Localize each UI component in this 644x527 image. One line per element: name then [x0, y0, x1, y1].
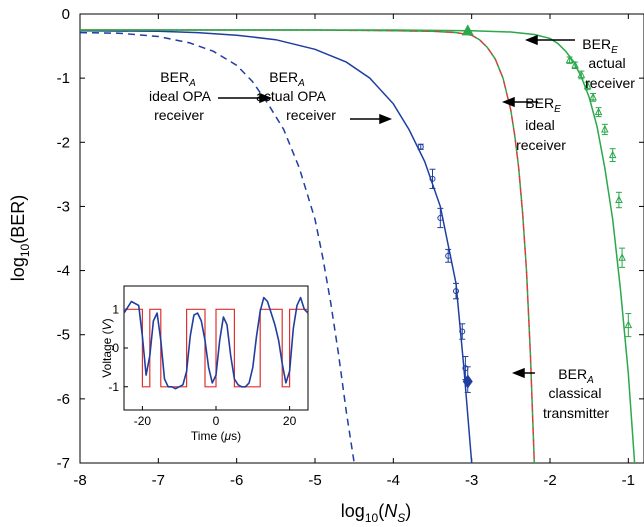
svg-text:transmitter: transmitter: [543, 405, 609, 421]
y-tick-label: -7: [57, 455, 70, 472]
svg-text:BERE: BERE: [525, 95, 561, 115]
inset-y-axis-label: Voltage (V): [100, 318, 114, 377]
annotation-ber-a-classical: BERA classical transmitter: [543, 366, 609, 421]
y-tick-label: -6: [57, 391, 70, 408]
y-tick-label: 0: [62, 6, 70, 23]
data-point-triangle: [565, 55, 574, 64]
y-tick-label: -1: [57, 70, 70, 87]
filled-triangle-marker: [461, 24, 474, 36]
annotation-ber-a-ideal-opa: BERA ideal OPA receiver: [149, 69, 212, 123]
svg-text:BERA: BERA: [269, 69, 305, 89]
annotation-ber-e-actual: BERE actual receiver: [582, 36, 635, 91]
inset-x-tick-label: -20: [134, 414, 152, 428]
svg-text:classical: classical: [549, 385, 602, 401]
y-axis-label: log10(BER): [8, 195, 32, 281]
annotation-arrows: [218, 34, 575, 379]
filled-diamond-marker: [462, 374, 473, 389]
data-point-triangle: [583, 81, 592, 89]
series-line-ber-e-actual-receiver: [80, 29, 636, 464]
data-point-circle: [453, 288, 459, 295]
x-tick-label: -6: [230, 472, 243, 489]
inset-y-tick-label: -1: [108, 380, 119, 394]
inset-x-axis-label: Time (μs): [191, 429, 241, 443]
inset-y-tick-label: 0: [112, 341, 119, 355]
data-point-triangle: [594, 107, 603, 116]
data-point-triangle: [615, 195, 623, 204]
data-point-triangle: [608, 150, 617, 159]
x-tick-label: -3: [465, 472, 478, 489]
svg-text:receiver: receiver: [585, 75, 635, 91]
svg-text:BERE: BERE: [582, 36, 618, 56]
x-tick-label: -4: [387, 472, 400, 489]
data-point-triangle: [571, 60, 579, 69]
svg-text:receiver: receiver: [154, 107, 204, 123]
y-tick-label: -3: [57, 198, 70, 215]
data-point-circle: [429, 175, 436, 182]
svg-text:receiver: receiver: [286, 107, 336, 123]
data-point-circle: [417, 143, 424, 150]
x-tick-label: -1: [622, 472, 635, 489]
x-axis-label: log10(NS): [341, 501, 411, 525]
y-tick-label: -2: [57, 134, 70, 151]
x-tick-label: -5: [308, 472, 321, 489]
svg-text:actual: actual: [588, 55, 625, 71]
series-line-ber-e-ideal-receiver: [80, 29, 536, 464]
data-point-triangle: [618, 253, 626, 261]
data-point-circle: [459, 328, 466, 335]
inset-x-tick-label: 0: [213, 414, 220, 428]
x-tick-label: -2: [543, 472, 556, 489]
svg-text:actual OPA: actual OPA: [256, 88, 326, 104]
data-point-triangle: [589, 92, 597, 101]
data-point-triangle: [601, 124, 609, 133]
annotation-ber-e-ideal: BERE ideal receiver: [516, 95, 566, 153]
series-line-ber-a-actual-opa-receiver: [79, 29, 473, 464]
svg-text:ideal: ideal: [525, 117, 555, 133]
data-point-triangle: [624, 320, 633, 329]
inset-x-tick-label: 20: [283, 414, 297, 428]
x-tick-label: -7: [152, 472, 165, 489]
inset-y-tick-label: 1: [112, 302, 119, 316]
inset-signal-trace: [123, 296, 309, 390]
y-tick-label: -5: [57, 327, 70, 344]
svg-text:BERA: BERA: [558, 366, 594, 386]
y-tick-label: -4: [57, 263, 70, 280]
data-point-circle: [445, 252, 452, 259]
x-tick-label: -8: [73, 472, 86, 489]
svg-text:BERA: BERA: [160, 69, 196, 89]
svg-text:receiver: receiver: [516, 137, 566, 153]
data-point-triangle: [577, 70, 586, 78]
annotation-ber-a-actual-opa: BERA actual OPA receiver: [256, 69, 336, 123]
data-point-circle: [437, 214, 444, 221]
svg-text:ideal OPA: ideal OPA: [149, 88, 212, 104]
series-line-ber-a-ideal-opa-receiver: [79, 31, 355, 464]
main-plot-frame: [79, 13, 644, 464]
